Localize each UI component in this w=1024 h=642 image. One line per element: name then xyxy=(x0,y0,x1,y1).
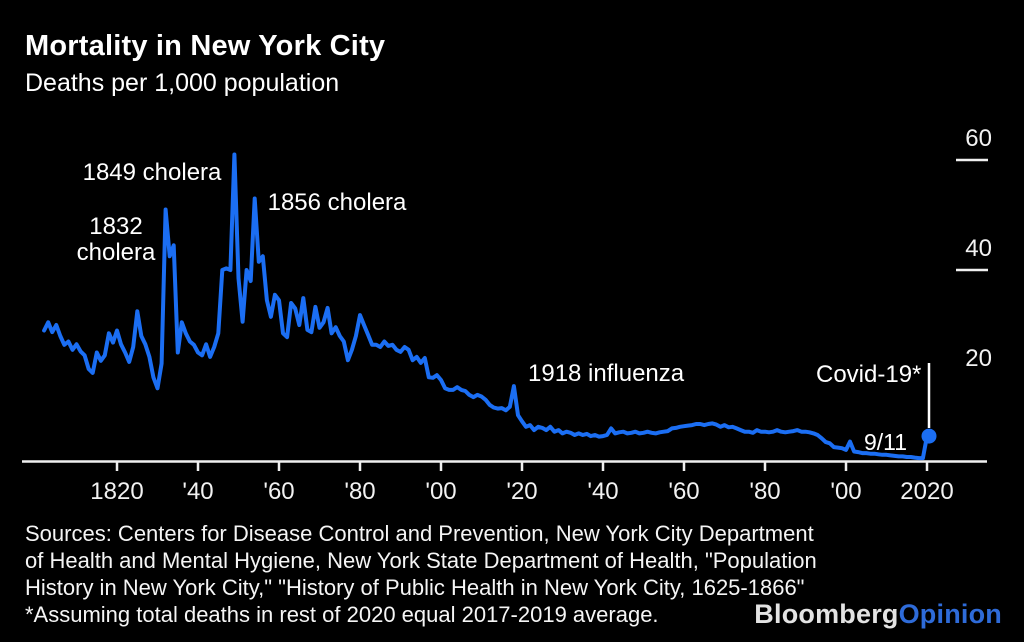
x-tick-label: '80 xyxy=(749,478,781,505)
chart-subtitle: Deaths per 1,000 population xyxy=(25,69,340,97)
bloomberg-opinion-logo: BloombergOpinion xyxy=(754,599,1002,630)
x-tick-label: '40 xyxy=(587,478,619,505)
annotation-9-11: 9/11 xyxy=(864,429,908,455)
x-tick-label: '80 xyxy=(344,478,376,505)
annotation-covid19: Covid-19* xyxy=(816,361,922,388)
y-tick-label: 40 xyxy=(965,235,992,262)
source-line: of Health and Mental Hygiene, New York S… xyxy=(25,548,817,573)
annotation-1856-cholera: 1856 cholera xyxy=(267,189,407,216)
source-line: History in New York City," "History of P… xyxy=(25,575,805,600)
annotation-1918-influenza: 1918 influenza xyxy=(528,360,685,387)
source-note: Sources: Centers for Disease Control and… xyxy=(25,520,817,628)
x-tick-label: 1820 xyxy=(90,478,144,505)
x-tick-label: '60 xyxy=(668,478,700,505)
x-tick-label: 2020 xyxy=(900,478,954,505)
covid-endpoint-dot xyxy=(921,428,937,444)
y-tick-label: 60 xyxy=(965,125,992,152)
annotation-1832-line2: cholera xyxy=(76,239,156,266)
footnote-line: *Assuming total deaths in rest of 2020 e… xyxy=(25,602,659,627)
x-tick-label: '00 xyxy=(425,478,457,505)
chart-title: Mortality in New York City xyxy=(25,30,386,62)
opinion-wordmark: Opinion xyxy=(898,599,1002,629)
x-tick-label: '20 xyxy=(506,478,538,505)
mortality-data-line xyxy=(42,152,929,461)
y-tick-label: 20 xyxy=(965,345,992,372)
source-line: Sources: Centers for Disease Control and… xyxy=(25,521,814,546)
annotation-1832-cholera: 1832 cholera xyxy=(77,214,156,266)
x-tick-label: '40 xyxy=(182,478,214,505)
annotation-1849-cholera: 1849 cholera xyxy=(82,159,222,186)
x-tick-label: '60 xyxy=(263,478,295,505)
annotation-1832-line1: 1832 xyxy=(89,213,143,240)
bloomberg-wordmark: Bloomberg xyxy=(754,599,899,629)
x-tick-label: '00 xyxy=(830,478,862,505)
